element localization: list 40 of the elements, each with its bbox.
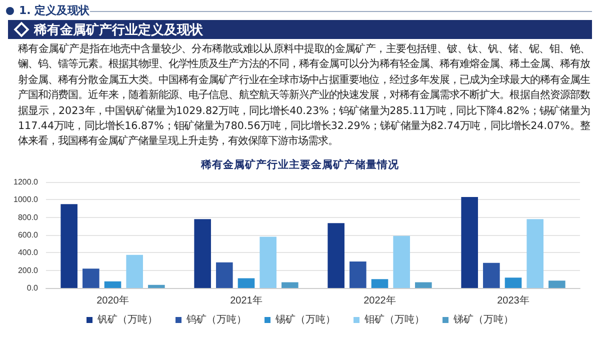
legend-label: 钼矿（万吨） — [364, 314, 424, 326]
text: 稀有金属矿产行业定义及现状 — [34, 22, 203, 38]
x-tick-label: 2020年 — [96, 294, 129, 306]
bar — [548, 280, 566, 288]
bar — [526, 219, 544, 288]
x-tick-label: 2023年 — [497, 294, 530, 306]
legend-label: 钨矿（万吨） — [186, 314, 246, 326]
bar — [260, 236, 276, 288]
bar — [60, 204, 78, 288]
bar — [393, 236, 410, 288]
y-tick-label: 1000.0 — [14, 195, 39, 204]
y-tick-label: 200.0 — [18, 266, 39, 275]
bar — [504, 278, 522, 288]
y-tick-label: 1200.0 — [14, 178, 39, 186]
y-tick-label: 800.0 — [18, 212, 39, 222]
bar — [461, 197, 478, 288]
bar — [371, 279, 388, 288]
bar — [350, 262, 366, 288]
text: 稀有金属矿产是指在地壳中含量较少、分布稀散或难以从原料中提取的金属矿产，主要包括锂、铍、钛、钒、锗、铌、钼、铯、镧、钨、镭等元素。根据其物理、化学性质及生产方法的不同，稀有金属可以分为稀有轻金属、稀有难熔金属、稀土金属、稀有放射金属、稀有分散金属五大类。中国稀有金属矿产行业在全球市场中占据重要地位，经过多年发展，已成为全球最大的稀有金属生产国和消费国。近年来，随着新能源、电子信息、航空航天等新兴产业的快速发展，对稀有金属需求不断扩大。根据自然资源部数据显示，2023年，中国钒矿储量为1029.82万吨，同比增长40.23%；钨矿储量为285.11万吨，同比下降4.82%；锡矿储量为117.44万吨，同比增长16.87%；钼矿储量为780.56万吨，同比增长32.29%；锑矿储量为82.74万吨，同比增长24.07%。整体来看，我国稀有金属矿产储量呈现上升走势，有效保障下游市场需求。 — [18, 42, 590, 150]
legend-label: 锑矿（万吨） — [452, 314, 514, 326]
y-tick-label: 400.0 — [18, 248, 39, 258]
bar — [126, 254, 143, 288]
bar — [148, 284, 165, 288]
text: 1. 定义及现状 — [19, 3, 90, 18]
legend-label: 锡矿（万吨） — [274, 314, 336, 326]
bar — [82, 268, 100, 288]
y-tick-label: 0.0 — [26, 284, 39, 292]
bar — [238, 278, 255, 288]
bar — [483, 262, 500, 288]
bar — [282, 282, 298, 288]
bar — [104, 281, 122, 288]
bar — [415, 282, 432, 288]
bar — [194, 219, 211, 288]
x-tick-label: 2021年 — [230, 294, 262, 306]
legend-label: 钒矿（万吨） — [96, 314, 158, 326]
chart-title: 稀有金属矿产行业主要金属矿产储量情况 — [200, 158, 400, 172]
x-tick-label: 2022年 — [364, 294, 396, 306]
y-tick-label: 600.0 — [18, 230, 39, 240]
bar — [328, 223, 344, 288]
bar — [216, 262, 233, 288]
